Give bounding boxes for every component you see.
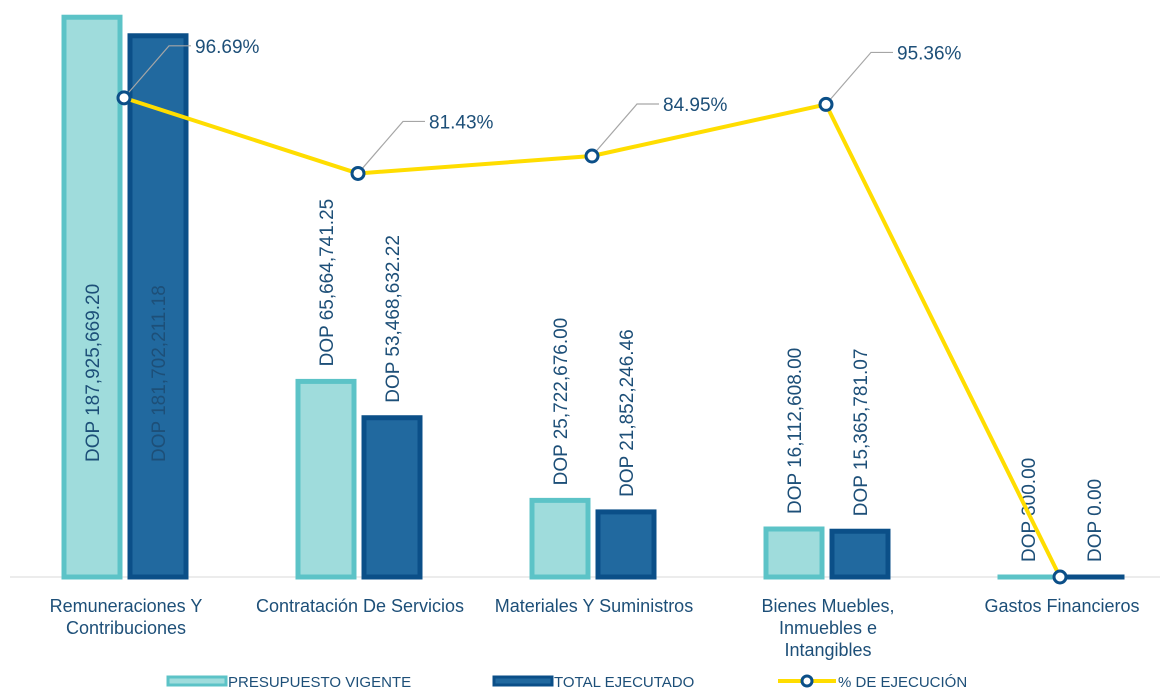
legend-label: PRESUPUESTO VIGENTE: [228, 674, 411, 691]
bar-value-label: DOP 53,468,632.22: [383, 235, 404, 403]
x-tick-label: Contratación De Servicios: [255, 596, 465, 616]
percent-label: 84.95%: [663, 95, 728, 116]
x-tick-label: Remuneraciones Y Contribuciones: [49, 596, 203, 638]
bar-value-label: DOP 181,702,211.18: [149, 285, 170, 462]
line-marker: [116, 90, 132, 106]
legend-swatch: [166, 675, 228, 687]
bar-value-label: DOP 25,722,676.00: [551, 318, 572, 486]
bar: [595, 509, 657, 580]
bar-value-label: DOP 0.00: [1085, 479, 1106, 562]
bar: [829, 528, 891, 580]
line-marker: [584, 148, 600, 164]
bar: [61, 14, 123, 580]
leader-line: [825, 51, 893, 105]
percent-label: 81.43%: [429, 112, 494, 133]
bar-value-label: DOP 65,664,741.25: [317, 199, 338, 367]
bar: [529, 497, 591, 580]
bar-value-label: DOP 16,112,608.00: [785, 348, 806, 514]
legend-marker: [800, 674, 814, 688]
bar: [127, 33, 189, 580]
line-marker: [350, 165, 366, 181]
line-marker: [818, 96, 834, 112]
percent-label: 96.69%: [195, 37, 260, 58]
line: [123, 95, 1062, 578]
percent-label: 95.36%: [897, 43, 962, 64]
bar: [763, 526, 825, 580]
leader-line: [357, 120, 425, 174]
bar-value-label: DOP 300.00: [1019, 458, 1040, 562]
bar-value-label: DOP 187,925,669.20: [83, 284, 104, 462]
legend-label: % DE EJECUCIÓN: [838, 674, 967, 691]
bar: [361, 415, 423, 580]
leader-line: [591, 103, 659, 157]
x-tick-label: Materiales Y Suministros: [494, 596, 694, 616]
bar-value-label: DOP 21,852,246.46: [617, 329, 638, 497]
line-marker: [1052, 569, 1068, 585]
leader-line: [123, 45, 191, 99]
x-tick-label: Gastos Financieros: [984, 596, 1140, 616]
legend-label: TOTAL EJECUTADO: [554, 674, 694, 691]
bar: [295, 378, 357, 580]
x-tick-label: Bienes Muebles, Inmuebles e Intangibles: [761, 596, 895, 660]
legend-swatch: [492, 675, 554, 687]
bar-value-label: DOP 15,365,781.07: [851, 349, 872, 517]
